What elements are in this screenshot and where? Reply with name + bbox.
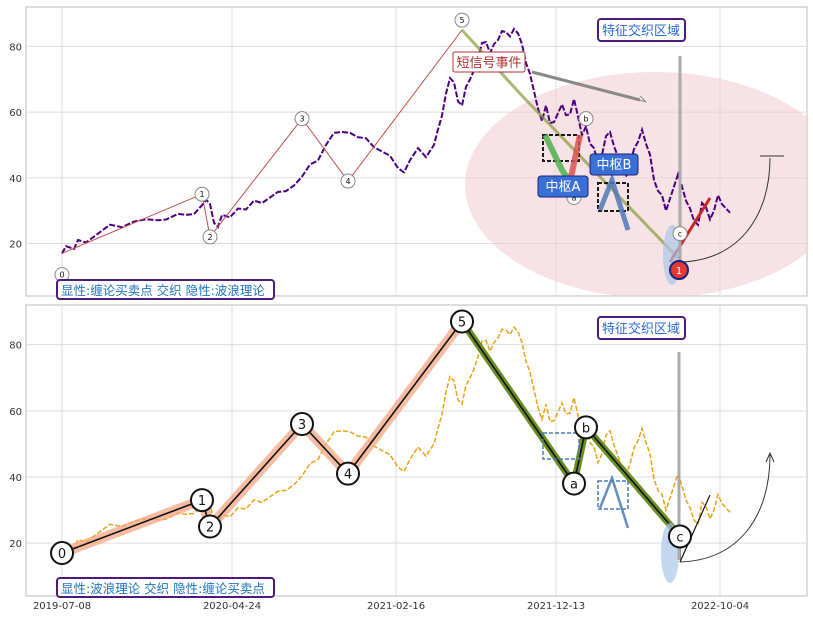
- projection-curve-bottom: [679, 454, 771, 563]
- top-wave-labels: 0 1 2 3 4 5 a b c: [54, 12, 688, 283]
- x-tick-label: 2021-02-16: [367, 601, 425, 612]
- rebound-line-bottom: [679, 494, 711, 563]
- zhongshu-b-label-group: 中枢B: [589, 153, 639, 176]
- bottom-x-ticks: 2019-07-08 2020-04-24 2021-02-16 2021-12-13…: [33, 601, 749, 612]
- bottom-feature-region-label: 特征交织区域: [597, 316, 686, 340]
- wave-label-circle: [672, 226, 688, 242]
- wave-label-c: c: [678, 230, 682, 239]
- wave-label-0: 0: [59, 271, 64, 280]
- y-tick-label: 60: [9, 108, 22, 119]
- zhongshu-a-label-group: 中枢A: [537, 175, 589, 198]
- wave-label-a: a: [570, 478, 578, 493]
- zhongshu-a-box-bottom: [542, 432, 580, 460]
- wave-label-circle: [578, 111, 594, 127]
- wave-label-b: b: [583, 115, 588, 124]
- sms-event-label: 短信号事件: [456, 56, 521, 71]
- x-tick-label: 2019-07-08: [33, 601, 91, 612]
- event-arrow-head: [639, 95, 647, 103]
- bottom-annotation-text: 显性:波浪理论 交织 隐性:缠论买卖点: [61, 581, 265, 596]
- top-y-ticks: 20 40 60 80: [9, 42, 22, 250]
- wave-label-3: 3: [298, 418, 306, 433]
- wave-label-circle: [190, 488, 214, 513]
- y-tick-label: 20: [9, 539, 22, 550]
- y-tick-label: 20: [9, 239, 22, 250]
- zhongshu-a-label: 中枢A: [546, 180, 581, 195]
- wave-line: [61, 320, 681, 560]
- wave-label-5: 5: [459, 16, 464, 25]
- segment-blue-bottom: [598, 474, 630, 529]
- event-arrow: [531, 70, 641, 102]
- wave-label-4: 4: [344, 468, 352, 483]
- y-tick-label: 80: [9, 341, 22, 352]
- sms-event-label-group: 短信号事件: [452, 51, 526, 73]
- top-feature-region-text: 特征交织区域: [602, 23, 680, 39]
- feature-region-ellipse: [465, 72, 807, 296]
- bottom-wave-labels: 0 12 3 4 5 a b c: [50, 309, 692, 566]
- wave-label-circle: [198, 514, 222, 539]
- wave-label-circle: [668, 524, 692, 549]
- wave-label-2: 2: [207, 233, 212, 242]
- top-panel: 20 40 60 80 0 1 2 3 4 5 a b c 1 特征交织区域: [9, 6, 808, 300]
- wave-label-5: 5: [458, 316, 466, 331]
- wave-label-circle: [194, 186, 210, 202]
- bottom-y-ticks: 20 40 60 80: [9, 341, 22, 550]
- buy-point-marker: [669, 260, 689, 280]
- wave-label-c: c: [676, 530, 683, 545]
- y-tick-label: 40: [9, 174, 22, 185]
- wave-label-1: 1: [199, 190, 204, 199]
- wave-label-circle: [202, 229, 218, 245]
- bottom-feature-region-text: 特征交织区域: [602, 321, 680, 337]
- wave-label-3: 3: [299, 115, 304, 124]
- projection-arrow-head: [765, 451, 775, 463]
- y-tick-label: 40: [9, 473, 22, 484]
- buy-point-label: 1: [676, 266, 682, 277]
- bottom-annotation-box: 显性:波浪理论 交织 隐性:缠论买卖点: [56, 577, 275, 598]
- wave-label-2: 2: [206, 521, 214, 536]
- wave-label-4: 4: [345, 177, 350, 186]
- wave-label-circle: [294, 111, 310, 127]
- price-line-bottom: [61, 325, 731, 554]
- wave-label-circle: [454, 12, 470, 28]
- wave-label-a: a: [572, 193, 577, 202]
- wave-label-circle: [336, 461, 360, 486]
- segment-red: [567, 134, 583, 183]
- x-tick-label: 2022-10-04: [691, 601, 749, 612]
- wave-label-0: 0: [58, 547, 66, 562]
- wave-label-circle: [562, 471, 586, 496]
- x-tick-label: 2020-04-24: [203, 601, 261, 612]
- top-annotation-box: 显性:缠论买卖点 交织 隐性:波浪理论: [56, 279, 275, 300]
- top-annotation-text: 显性:缠论买卖点 交织 隐性:波浪理论: [61, 283, 265, 298]
- trend-line-up: [61, 29, 463, 254]
- price-line: [61, 27, 731, 254]
- y-tick-label: 60: [9, 407, 22, 418]
- wave-label-circle: [50, 541, 74, 566]
- x-tick-label: 2021-12-13: [527, 601, 585, 612]
- wave-label-circle: [574, 415, 598, 440]
- segment-blue: [597, 172, 631, 231]
- top-feature-region-label: 特征交织区域: [597, 18, 686, 42]
- wave-label-1: 1: [198, 494, 206, 509]
- wave-label-circle: [340, 173, 356, 189]
- projection-curve: [680, 157, 771, 263]
- zhongshu-b-label: 中枢B: [597, 158, 632, 173]
- y-tick-label: 80: [9, 42, 22, 53]
- wave-label-circle: [290, 412, 314, 437]
- wave-label-circle: [450, 309, 474, 334]
- wave-label-b: b: [582, 421, 590, 436]
